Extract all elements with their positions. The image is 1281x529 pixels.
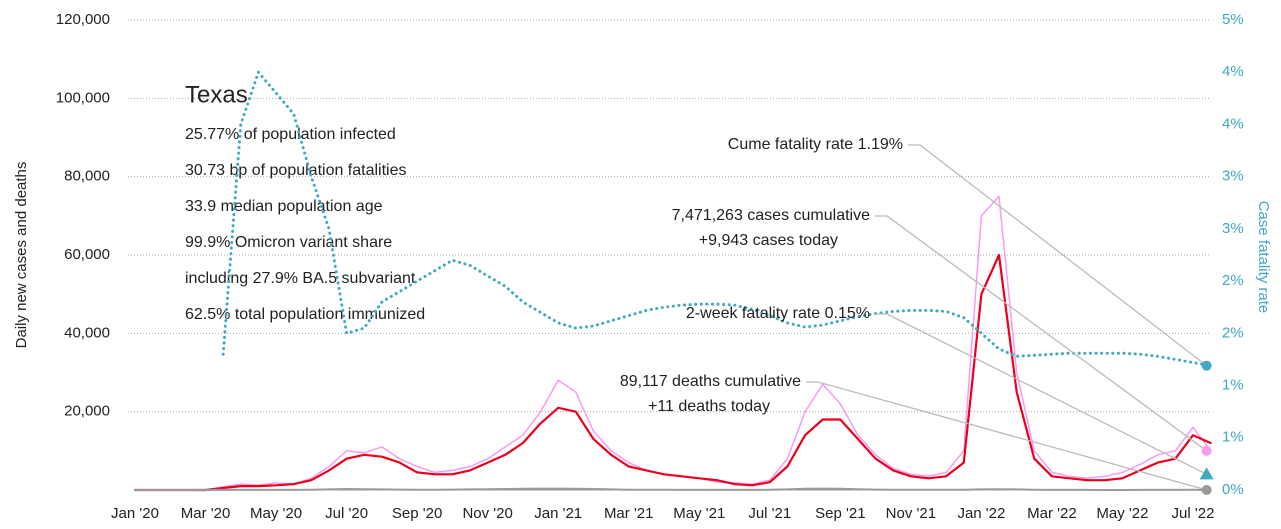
leader-line	[875, 313, 1207, 475]
x-tick-label: Nov '21	[886, 505, 936, 522]
annotation: +9,943 cases today	[699, 232, 838, 249]
annotation: Cume fatality rate 1.19%	[728, 136, 903, 153]
annotation: +11 deaths today	[648, 398, 770, 415]
y2-tick-label: 4%	[1222, 115, 1244, 132]
leader-line	[875, 215, 1208, 452]
y-tick-label: 80,000	[64, 168, 110, 185]
y2-tick-label: 1%	[1222, 377, 1244, 394]
x-tick-label: May '21	[673, 505, 725, 522]
y2-axis-label: Case fatality rate	[1255, 201, 1272, 314]
x-tick-label: Mar '20	[181, 505, 231, 522]
x-tick-label: Sep '20	[392, 505, 442, 522]
stat-line: 62.5% total population immunized	[185, 306, 425, 323]
leader-line	[908, 144, 1208, 367]
y2-tick-label: 3%	[1222, 168, 1244, 185]
x-tick-label: Jul '22	[1172, 505, 1215, 522]
x-tick-label: Jan '20	[111, 505, 159, 522]
series-line	[134, 487, 1212, 491]
y-axis-label: Daily new cases and deaths	[13, 162, 30, 349]
y-tick-label: 100,000	[56, 89, 110, 106]
x-tick-label: Sep '21	[815, 505, 865, 522]
x-tick-label: Mar '22	[1027, 505, 1077, 522]
series-line	[221, 70, 1213, 368]
series-line	[133, 253, 1212, 492]
x-tick-label: Jul '20	[325, 505, 368, 522]
y-tick-label: 40,000	[64, 324, 110, 341]
y2-tick-label: 4%	[1222, 63, 1244, 80]
annotation: 2-week fatality rate 0.15%	[686, 305, 870, 322]
y2-tick-label: 2%	[1222, 272, 1244, 289]
annotation: 7,471,263 cases cumulative	[672, 207, 870, 224]
stat-line: 99.9% Omicron variant share	[185, 234, 392, 251]
state-title: Texas	[185, 81, 248, 108]
end-marker	[1199, 467, 1214, 480]
y2-tick-label: 0%	[1222, 481, 1244, 498]
x-tick-label: Jul '21	[748, 505, 791, 522]
x-tick-label: Jan '21	[534, 505, 582, 522]
x-tick-label: Nov '20	[462, 505, 512, 522]
leader-line	[806, 381, 1207, 491]
stat-line: 33.9 median population age	[185, 198, 383, 215]
y-tick-label: 20,000	[64, 403, 110, 420]
y2-tick-label: 3%	[1222, 220, 1244, 237]
y2-tick-label: 1%	[1222, 429, 1244, 446]
annotation: 89,117 deaths cumulative	[620, 373, 801, 390]
x-tick-label: Jan '22	[957, 505, 1005, 522]
y-tick-label: 120,000	[56, 11, 110, 28]
y2-tick-label: 5%	[1222, 11, 1244, 28]
stat-line: including 27.9% BA.5 subvariant	[185, 270, 416, 287]
end-marker	[1201, 360, 1212, 371]
x-tick-label: Mar '21	[604, 505, 654, 522]
x-tick-label: May '20	[250, 505, 302, 522]
y-tick-label: 60,000	[64, 246, 110, 263]
y2-tick-label: 2%	[1222, 324, 1244, 341]
end-marker	[1201, 445, 1212, 456]
stat-line: 25.77% of population infected	[185, 126, 396, 143]
x-tick-label: May '22	[1096, 505, 1148, 522]
stat-line: 30.73 bp of population fatalities	[185, 162, 407, 179]
end-marker	[1201, 484, 1212, 495]
